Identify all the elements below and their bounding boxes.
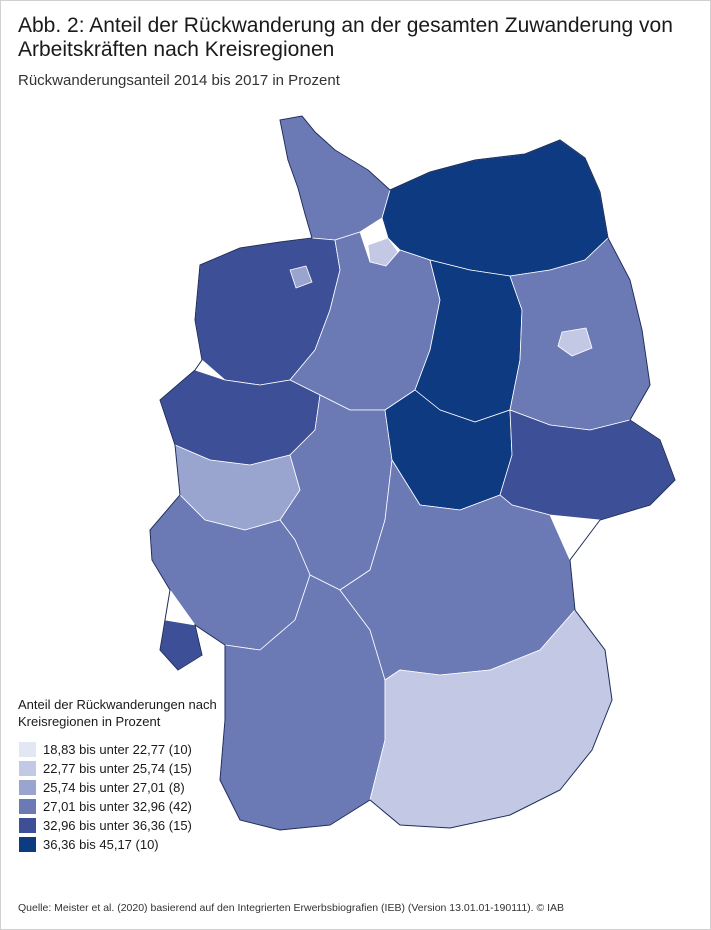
legend-swatch	[18, 741, 37, 758]
legend-swatch	[18, 760, 37, 777]
legend-swatch	[18, 817, 37, 834]
legend-item: 32,96 bis unter 36,36 (15)	[18, 816, 258, 835]
figure-subtitle: Rückwanderungsanteil 2014 bis 2017 in Pr…	[18, 72, 340, 89]
region-bremen	[289, 265, 313, 289]
legend-label: 36,36 bis 45,17 (10)	[43, 837, 159, 852]
legend-label: 25,74 bis unter 27,01 (8)	[43, 780, 185, 795]
legend-item: 22,77 bis unter 25,74 (15)	[18, 759, 258, 778]
state-borders	[149, 115, 676, 831]
legend-item: 36,36 bis 45,17 (10)	[18, 835, 258, 854]
region-schleswig-holstein	[279, 115, 391, 241]
figure-title: Abb. 2: Anteil der Rückwanderung an der …	[18, 14, 673, 61]
legend-swatch	[18, 798, 37, 815]
legend-label: 22,77 bis unter 25,74 (15)	[43, 761, 192, 776]
source-note: Quelle: Meister et al. (2020) basierend …	[18, 902, 565, 914]
legend-item: 18,83 bis unter 22,77 (10)	[18, 740, 258, 759]
legend-label: 27,01 bis unter 32,96 (42)	[43, 799, 192, 814]
legend-item: 25,74 bis unter 27,01 (8)	[18, 778, 258, 797]
legend-swatch	[18, 779, 37, 796]
germany-choropleth-map	[149, 115, 676, 831]
map-legend: Anteil der Rückwanderungen nach Kreisreg…	[18, 696, 258, 854]
legend-swatch	[18, 836, 37, 853]
legend-label: 32,96 bis unter 36,36 (15)	[43, 818, 192, 833]
region-berlin	[557, 327, 593, 357]
legend-item: 27,01 bis unter 32,96 (42)	[18, 797, 258, 816]
legend-title: Anteil der Rückwanderungen nach Kreisreg…	[18, 697, 217, 729]
legend-label: 18,83 bis unter 22,77 (10)	[43, 742, 192, 757]
